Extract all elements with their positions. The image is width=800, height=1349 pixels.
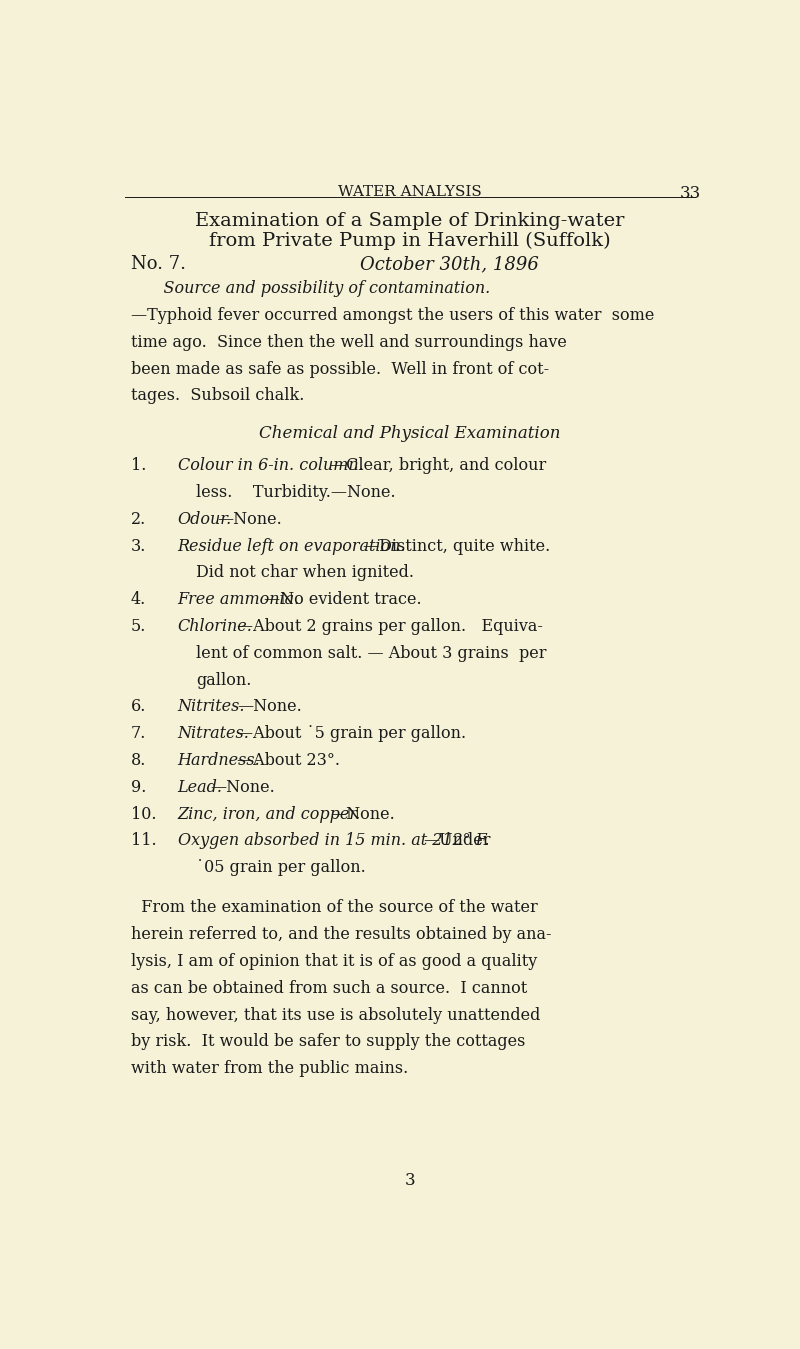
Text: Free ammonia.: Free ammonia.	[178, 591, 300, 608]
Text: ˙05 grain per gallon.: ˙05 grain per gallon.	[196, 859, 366, 876]
Text: 4.: 4.	[131, 591, 146, 608]
Text: —None.: —None.	[210, 778, 275, 796]
Text: Source and possibility of contamination.: Source and possibility of contamination.	[143, 281, 490, 297]
Text: Did not char when ignited.: Did not char when ignited.	[196, 564, 414, 581]
Text: Nitrates.: Nitrates.	[178, 726, 250, 742]
Text: 8.: 8.	[131, 751, 146, 769]
Text: Residue left on evaporation.: Residue left on evaporation.	[178, 537, 406, 554]
Text: been made as safe as possible.  Well in front of cot-: been made as safe as possible. Well in f…	[131, 360, 549, 378]
Text: 2.: 2.	[131, 511, 146, 527]
Text: Colour in 6-in. column.: Colour in 6-in. column.	[178, 457, 363, 473]
Text: 3.: 3.	[131, 537, 146, 554]
Text: Chemical and Physical Examination: Chemical and Physical Examination	[259, 425, 561, 442]
Text: Examination of a Sample of Drinking-water: Examination of a Sample of Drinking-wate…	[195, 212, 625, 229]
Text: —About 23°.: —About 23°.	[238, 751, 340, 769]
Text: —None.: —None.	[238, 699, 302, 715]
Text: Odour.: Odour.	[178, 511, 232, 527]
Text: WATER ANALYSIS: WATER ANALYSIS	[338, 185, 482, 198]
Text: 33: 33	[680, 185, 702, 202]
Text: —Typhoid fever occurred amongst the users of this water  some: —Typhoid fever occurred amongst the user…	[131, 308, 654, 324]
Text: time ago.  Since then the well and surroundings have: time ago. Since then the well and surrou…	[131, 335, 567, 351]
Text: herein referred to, and the results obtained by ana-: herein referred to, and the results obta…	[131, 927, 551, 943]
Text: From the examination of the source of the water: From the examination of the source of th…	[131, 900, 538, 916]
Text: —About 2 grains per gallon.   Equiva-: —About 2 grains per gallon. Equiva-	[238, 618, 543, 635]
Text: with water from the public mains.: with water from the public mains.	[131, 1060, 408, 1077]
Text: 9.: 9.	[131, 778, 146, 796]
Text: 5.: 5.	[131, 618, 146, 635]
Text: Hardness.: Hardness.	[178, 751, 260, 769]
Text: lysis, I am of opinion that it is of as good a quality: lysis, I am of opinion that it is of as …	[131, 952, 538, 970]
Text: Chlorine.: Chlorine.	[178, 618, 252, 635]
Text: 3: 3	[405, 1171, 415, 1188]
Text: —No evident trace.: —No evident trace.	[264, 591, 422, 608]
Text: 11.: 11.	[131, 832, 157, 850]
Text: gallon.: gallon.	[196, 672, 251, 688]
Text: 7.: 7.	[131, 726, 146, 742]
Text: October 30th, 1896: October 30th, 1896	[360, 255, 539, 274]
Text: say, however, that its use is absolutely unattended: say, however, that its use is absolutely…	[131, 1006, 540, 1024]
Text: Nitrites.: Nitrites.	[178, 699, 245, 715]
Text: 1.: 1.	[131, 457, 146, 473]
Text: —Distinct, quite white.: —Distinct, quite white.	[363, 537, 550, 554]
Text: Oxygen absorbed in 15 min. at 212° F.: Oxygen absorbed in 15 min. at 212° F.	[178, 832, 489, 850]
Text: —None.: —None.	[218, 511, 282, 527]
Text: No. 7.: No. 7.	[131, 255, 186, 274]
Text: less.    Turbidity.—None.: less. Turbidity.—None.	[196, 484, 396, 500]
Text: —Clear, bright, and colour: —Clear, bright, and colour	[330, 457, 546, 473]
Text: —Under: —Under	[423, 832, 490, 850]
Text: lent of common salt. — About 3 grains  per: lent of common salt. — About 3 grains pe…	[196, 645, 546, 662]
Text: by risk.  It would be safer to supply the cottages: by risk. It would be safer to supply the…	[131, 1033, 526, 1051]
Text: Zinc, iron, and copper.: Zinc, iron, and copper.	[178, 805, 361, 823]
Text: as can be obtained from such a source.  I cannot: as can be obtained from such a source. I…	[131, 979, 527, 997]
Text: from Private Pump in Haverhill (Suffolk): from Private Pump in Haverhill (Suffolk)	[209, 232, 611, 250]
Text: —About ˙5 grain per gallon.: —About ˙5 grain per gallon.	[238, 726, 466, 742]
Text: —None.: —None.	[330, 805, 395, 823]
Text: Lead.: Lead.	[178, 778, 222, 796]
Text: 10.: 10.	[131, 805, 157, 823]
Text: tages.  Subsoil chalk.: tages. Subsoil chalk.	[131, 387, 304, 405]
Text: 6.: 6.	[131, 699, 146, 715]
